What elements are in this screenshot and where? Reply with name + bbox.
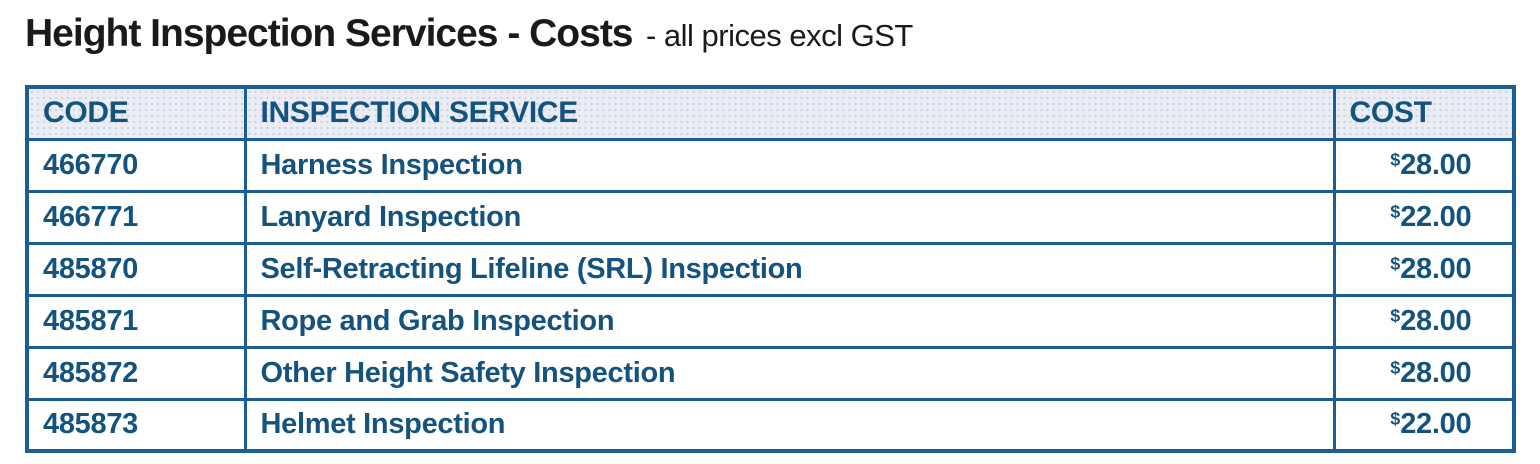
cost-amount: 28.00 xyxy=(1400,356,1472,389)
table-body: 466770 Harness Inspection $28.00 466771 … xyxy=(25,137,1516,453)
row-cost: $22.00 xyxy=(1332,189,1516,245)
page-title-main: Height Inspection Services - Costs xyxy=(25,12,634,55)
table-row: 466771 Lanyard Inspection $22.00 xyxy=(25,189,1516,245)
currency-symbol: $ xyxy=(1390,200,1401,221)
currency-symbol: $ xyxy=(1390,148,1401,169)
row-cost: $28.00 xyxy=(1332,137,1516,193)
row-service: Self-Retracting Lifeline (SRL) Inspectio… xyxy=(243,241,1336,297)
row-service: Helmet Inspection xyxy=(243,397,1336,453)
row-service: Lanyard Inspection xyxy=(243,189,1336,245)
currency-symbol: $ xyxy=(1390,356,1401,377)
column-header-cost: COST xyxy=(1332,85,1516,141)
page-title: Height Inspection Services - Costs - all… xyxy=(25,8,1540,68)
cost-amount: 28.00 xyxy=(1400,252,1472,285)
table-row: 485872 Other Height Safety Inspection $2… xyxy=(25,345,1516,401)
page: Height Inspection Services - Costs - all… xyxy=(25,8,1540,453)
row-service: Rope and Grab Inspection xyxy=(243,293,1336,349)
row-cost: $28.00 xyxy=(1332,345,1516,401)
column-header-service: INSPECTION SERVICE xyxy=(243,85,1336,141)
row-code: 485870 xyxy=(25,241,247,297)
row-cost: $28.00 xyxy=(1332,241,1516,297)
cost-amount: 28.00 xyxy=(1400,304,1472,337)
row-code: 485871 xyxy=(25,293,247,349)
row-code: 485872 xyxy=(25,345,247,401)
cost-amount: 22.00 xyxy=(1400,200,1472,233)
cost-amount: 22.00 xyxy=(1400,408,1472,441)
currency-symbol: $ xyxy=(1390,304,1401,325)
costs-table: CODE INSPECTION SERVICE COST 466770 Harn… xyxy=(25,85,1516,453)
table-row: 485873 Helmet Inspection $22.00 xyxy=(25,397,1516,453)
row-code: 485873 xyxy=(25,397,247,453)
currency-symbol: $ xyxy=(1390,252,1401,273)
row-service: Other Height Safety Inspection xyxy=(243,345,1336,401)
cost-amount: 28.00 xyxy=(1400,148,1472,181)
row-cost: $28.00 xyxy=(1332,293,1516,349)
column-header-code: CODE xyxy=(25,85,247,141)
row-code: 466771 xyxy=(25,189,247,245)
table-header-row: CODE INSPECTION SERVICE COST xyxy=(25,85,1516,141)
table-row: 485871 Rope and Grab Inspection $28.00 xyxy=(25,293,1516,349)
table-row: 485870 Self-Retracting Lifeline (SRL) In… xyxy=(25,241,1516,297)
table-row: 466770 Harness Inspection $28.00 xyxy=(25,137,1516,193)
currency-symbol: $ xyxy=(1390,408,1401,429)
page-title-note: - all prices excl GST xyxy=(645,18,913,53)
row-code: 466770 xyxy=(25,137,247,193)
row-service: Harness Inspection xyxy=(243,137,1336,193)
row-cost: $22.00 xyxy=(1332,397,1516,453)
